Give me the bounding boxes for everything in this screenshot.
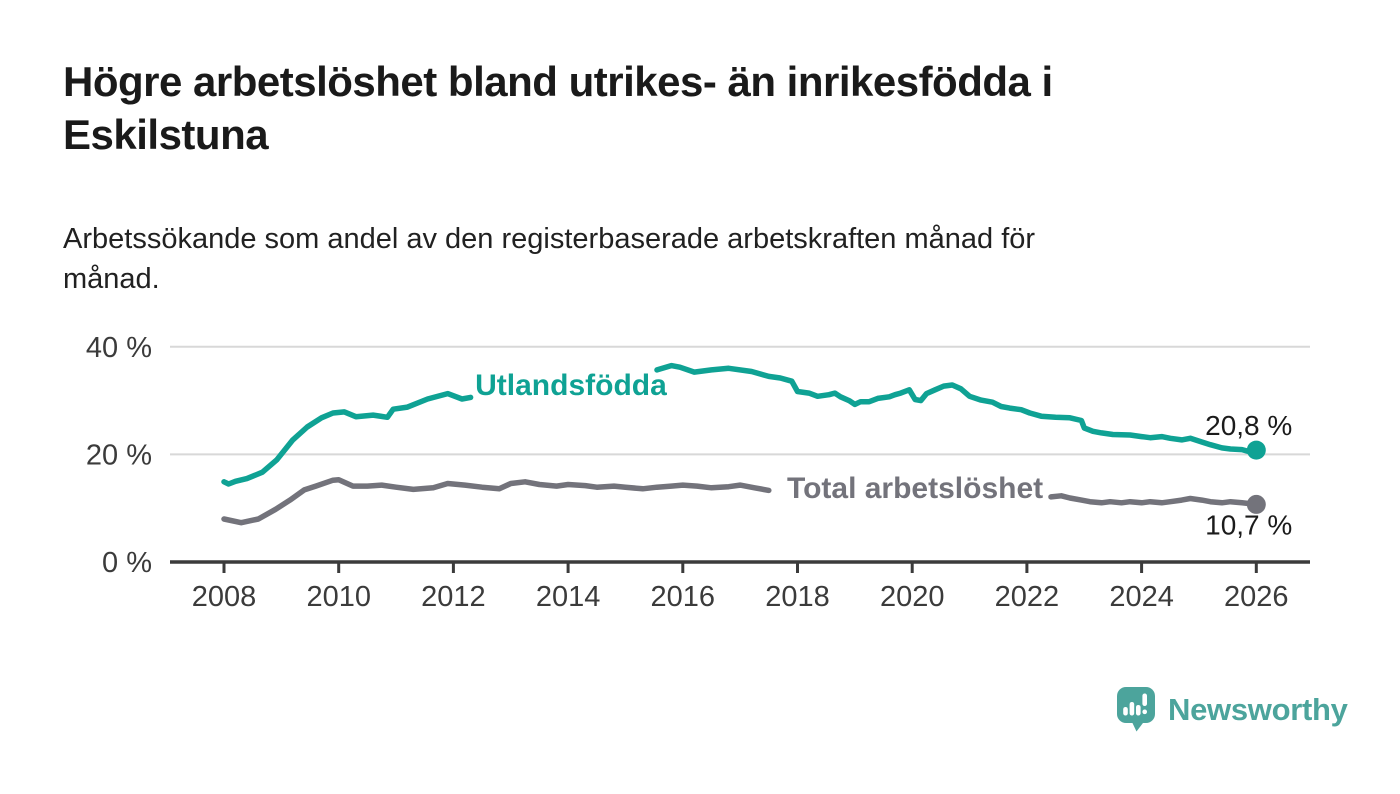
y-tick-label: 40 % <box>86 332 152 364</box>
x-tick-label: 2012 <box>421 581 486 613</box>
chart-title-line-1: Högre arbetslöshet bland utrikes- än inr… <box>63 58 1053 105</box>
y-tick-label: 20 % <box>86 439 152 471</box>
x-tick-label: 2008 <box>192 581 257 613</box>
series-end-value-label: 10,7 % <box>1205 509 1292 540</box>
series-inline-label: Utlandsfödda <box>475 369 667 402</box>
chart-title-line-2: Eskilstuna <box>63 110 269 158</box>
x-tick-label: 2026 <box>1224 581 1289 613</box>
y-tick-label: 0 % <box>102 547 152 579</box>
chart-subtitle-line-2: månad. <box>63 263 160 296</box>
series-inline-label: Total arbetslöshet <box>787 472 1043 505</box>
x-tick-label: 2010 <box>306 581 371 613</box>
x-tick-label: 2018 <box>765 581 830 613</box>
series-line <box>221 476 772 526</box>
chart-subtitle: Arbetssökande som andel av den registerb… <box>63 219 1343 299</box>
x-tick-label: 2024 <box>1109 581 1174 613</box>
series-line <box>221 390 474 487</box>
chart-title: Högre arbetslöshet bland utrikes- än inr… <box>63 56 1263 162</box>
series-line <box>1048 493 1260 508</box>
series-end-value-label: 20,8 % <box>1205 410 1292 441</box>
newsworthy-logo: Newsworthy <box>1116 686 1348 733</box>
chart-speech-bubble-icon <box>1116 686 1157 733</box>
series-line <box>654 362 1260 455</box>
x-tick-label: 2020 <box>880 581 945 613</box>
chart-subtitle-line-1: Arbetssökande som andel av den registerb… <box>63 223 1036 255</box>
series-endpoint-dot <box>1246 440 1266 460</box>
x-tick-label: 2022 <box>995 581 1060 613</box>
x-tick-label: 2016 <box>651 581 716 613</box>
brand-name: Newsworthy <box>1168 691 1348 727</box>
series-endpoint-dot <box>1246 494 1266 514</box>
x-tick-label: 2014 <box>536 581 601 613</box>
